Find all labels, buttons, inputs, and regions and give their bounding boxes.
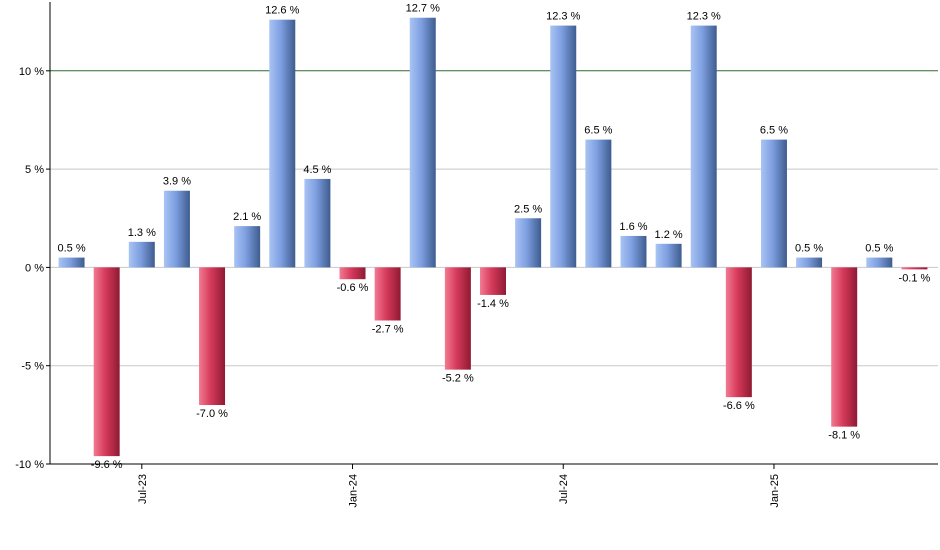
bar-value-label: 4.5 %: [303, 164, 331, 176]
bar-value-label: 2.5 %: [514, 203, 542, 215]
bar: [515, 218, 542, 268]
bar-value-label: -0.1 %: [899, 272, 931, 284]
bar: [690, 25, 717, 268]
bar: [58, 257, 85, 268]
bar: [620, 235, 647, 268]
bar: [655, 243, 682, 268]
bars: [58, 17, 928, 457]
y-tick-label: 5 %: [25, 164, 44, 176]
bar: [234, 226, 261, 268]
bar: [269, 19, 296, 268]
bar: [866, 257, 893, 268]
y-tick-label: 10 %: [19, 66, 44, 78]
bar: [760, 139, 787, 268]
bar: [199, 267, 226, 406]
x-tick-label: Jul-24: [558, 474, 570, 504]
bar: [901, 267, 928, 270]
bar-value-label: 1.2 %: [655, 229, 683, 241]
bar-value-label: 1.3 %: [128, 227, 156, 239]
bar: [550, 25, 577, 268]
bar-value-label: -6.6 %: [723, 400, 755, 412]
bar-value-label: -2.7 %: [372, 323, 404, 335]
bar-value-label: 12.3 %: [546, 11, 580, 23]
bar-value-label: 0.5 %: [57, 243, 85, 255]
bar: [374, 267, 401, 321]
bar-value-label: -5.2 %: [442, 373, 474, 385]
x-tick-label: Jan-25: [769, 474, 781, 508]
bar: [128, 241, 155, 268]
bar-value-label: -9.6 %: [91, 459, 123, 471]
bar-value-label: -7.0 %: [196, 408, 228, 420]
bar-value-label: 0.5 %: [865, 243, 893, 255]
bar: [585, 139, 612, 268]
bar-value-label: -8.1 %: [828, 430, 860, 442]
bar: [304, 178, 331, 268]
bar-labels: 0.5 % -9.6 % 1.3 % 3.9 % -7.0 % 2.1 % 12.6 % 4.…: [57, 3, 930, 471]
bar-value-label: 2.1 %: [233, 211, 261, 223]
x-tick-label: Jul-23: [137, 474, 149, 504]
bar: [480, 267, 506, 295]
y-tick-label: -5 %: [21, 361, 44, 373]
bar: [725, 267, 752, 398]
bar-value-label: 6.5 %: [760, 125, 788, 137]
bar-value-label: -0.6 %: [337, 282, 369, 294]
bar: [93, 267, 120, 457]
bar: [163, 190, 190, 268]
bar: [444, 267, 471, 370]
bar: [339, 267, 366, 280]
bar-value-label: -1.4 %: [477, 298, 509, 310]
axes: -10 % -5 % 0 % 5 % 10 % Jul-23 Jan-24 Jul-24 Jan…: [15, 2, 938, 508]
bar-value-label: 3.9 %: [163, 176, 191, 188]
bar-value-label: 12.7 %: [406, 3, 440, 15]
bar-value-label: 12.3 %: [687, 11, 721, 23]
y-tick-label: -10 %: [15, 459, 44, 471]
y-tick-label: 0 %: [25, 262, 44, 274]
bar-value-label: 0.5 %: [795, 243, 823, 255]
bar-value-label: 6.5 %: [584, 125, 612, 137]
bar: [831, 267, 858, 427]
bar: [796, 257, 823, 268]
bar-value-label: 1.6 %: [619, 221, 647, 233]
bar: [409, 17, 436, 268]
x-tick-label: Jan-24: [348, 474, 360, 508]
bar-value-label: 12.6 %: [265, 5, 299, 17]
